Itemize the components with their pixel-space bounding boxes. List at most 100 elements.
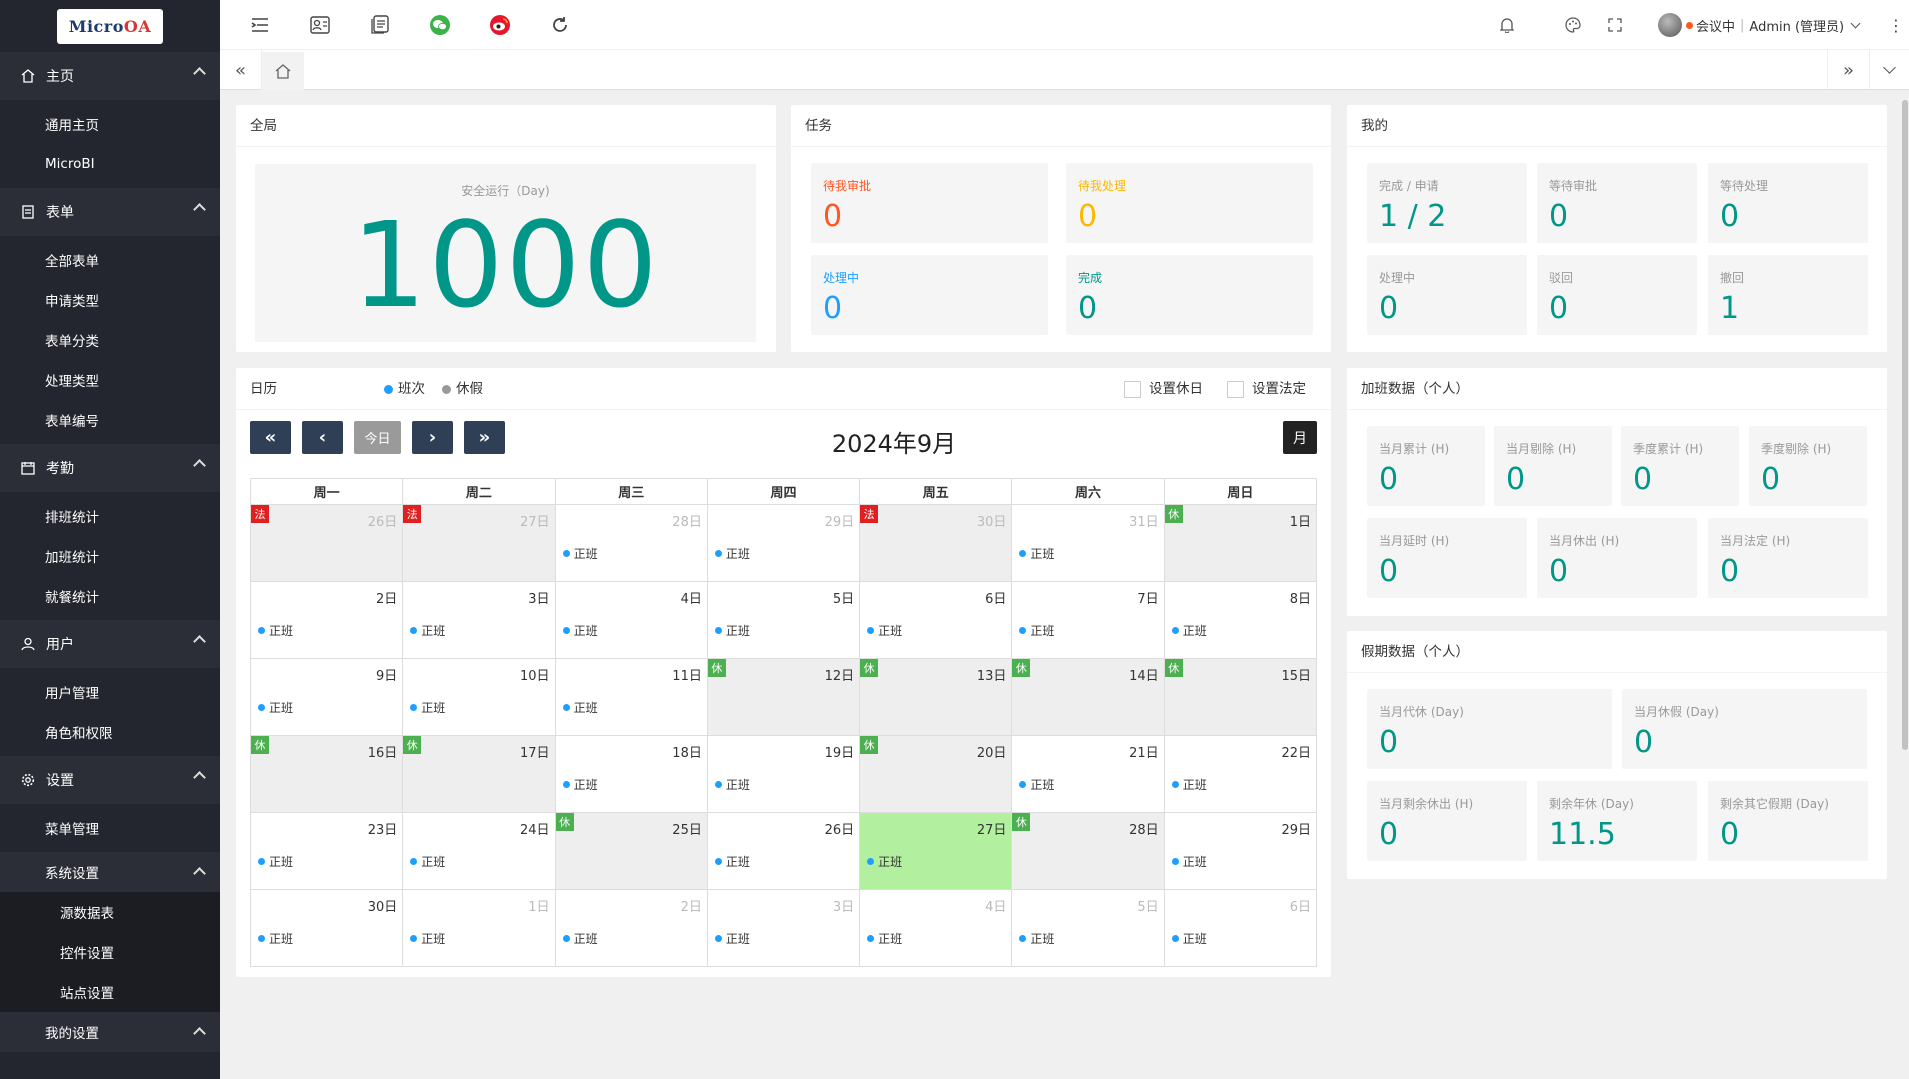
calendar-day-cell[interactable]: 26日 正班	[706, 812, 861, 890]
next-year-button[interactable]: »	[464, 421, 505, 454]
sidebar-item[interactable]: 申请类型	[0, 280, 220, 320]
calendar-day-cell[interactable]: 9日 正班	[249, 658, 404, 736]
task-stat-done[interactable]: 完成 0	[1066, 255, 1313, 335]
shift-event[interactable]: 正班	[258, 853, 293, 870]
sidebar-item[interactable]: 菜单管理	[0, 808, 220, 848]
calendar-day-cell[interactable]: 22日 正班	[1163, 735, 1318, 813]
tabs-scroll-left-icon[interactable]: «	[220, 50, 262, 90]
calendar-day-cell[interactable]: 2日 正班	[554, 889, 708, 967]
leave-stat[interactable]: 剩余年休 (Day) 11.5	[1537, 781, 1697, 861]
shift-event[interactable]: 正班	[714, 622, 750, 639]
calendar-day-cell[interactable]: 8日 正班	[1163, 581, 1318, 659]
overtime-stat[interactable]: 当月剔除 (H) 0	[1494, 426, 1612, 506]
calendar-day-cell[interactable]: 法 26日	[249, 504, 404, 582]
overtime-stat[interactable]: 季度剔除 (H) 0	[1749, 426, 1867, 506]
shift-event[interactable]: 正班	[1171, 776, 1207, 793]
shift-event[interactable]: 正班	[1019, 776, 1054, 793]
sidebar-item[interactable]: 表单分类	[0, 320, 220, 360]
calendar-day-cell[interactable]: 29日 正班	[1163, 812, 1318, 890]
sidebar-item[interactable]: 全部表单	[0, 240, 220, 280]
sidebar-group-3[interactable]: 用户	[0, 620, 220, 668]
sidebar-group-4[interactable]: 设置	[0, 756, 220, 804]
month-view-button[interactable]: 月	[1283, 421, 1317, 454]
calendar-day-cell[interactable]: 6日 正班	[859, 581, 1013, 659]
shift-event[interactable]: 正班	[410, 930, 445, 947]
calendar-day-cell[interactable]: 4日 正班	[554, 581, 708, 659]
shift-event[interactable]: 正班	[1019, 622, 1054, 639]
sidebar-subitem[interactable]: 站点设置	[0, 972, 220, 1012]
shift-event[interactable]: 正班	[1171, 853, 1207, 870]
shift-event[interactable]: 正班	[714, 853, 750, 870]
shift-event[interactable]: 正班	[1019, 930, 1054, 947]
sidebar-item[interactable]: 表单编号	[0, 400, 220, 440]
shift-event[interactable]: 正班	[1019, 545, 1054, 562]
page-scrollbar[interactable]	[1900, 90, 1909, 1079]
prev-year-button[interactable]: «	[250, 421, 291, 454]
bell-icon[interactable]	[1495, 13, 1519, 37]
sidebar-item[interactable]: 用户管理	[0, 672, 220, 712]
overtime-stat[interactable]: 季度累计 (H) 0	[1621, 426, 1739, 506]
sidebar-item[interactable]: 加班统计	[0, 536, 220, 576]
calendar-day-cell[interactable]: 30日 正班	[249, 889, 404, 967]
shift-event[interactable]: 正班	[562, 699, 598, 716]
scrollbar-thumb[interactable]	[1902, 100, 1908, 750]
overtime-stat[interactable]: 当月休出 (H) 0	[1537, 518, 1697, 598]
calendar-day-cell[interactable]: 休 28日	[1011, 812, 1165, 890]
calendar-day-cell[interactable]: 法 30日	[859, 504, 1013, 582]
calendar-day-cell[interactable]: 28日 正班	[554, 504, 708, 582]
shift-event[interactable]: 正班	[410, 699, 445, 716]
calendar-day-cell[interactable]: 3日 正班	[402, 581, 556, 659]
calendar-day-cell[interactable]: 休 1日	[1163, 504, 1318, 582]
calendar-day-cell[interactable]: 休 12日	[706, 658, 861, 736]
calendar-day-cell[interactable]: 1日 正班	[402, 889, 556, 967]
calendar-day-cell[interactable]: 10日 正班	[402, 658, 556, 736]
calendar-day-cell[interactable]: 休 13日	[859, 658, 1013, 736]
sidebar-item[interactable]: 排班统计	[0, 496, 220, 536]
calendar-day-cell[interactable]: 5日 正班	[706, 581, 861, 659]
calendar-day-cell[interactable]: 18日 正班	[554, 735, 708, 813]
app-logo[interactable]: MicroOA	[56, 8, 164, 44]
weibo-icon[interactable]	[488, 13, 512, 37]
tab-home[interactable]	[262, 50, 304, 90]
mine-stat[interactable]: 撤回 1	[1708, 255, 1868, 335]
mine-stat[interactable]: 完成 / 申请 1 / 2	[1367, 163, 1527, 243]
tabs-menu-icon[interactable]	[1869, 50, 1909, 90]
next-month-button[interactable]: ›	[412, 421, 453, 454]
calendar-day-cell[interactable]: 休 15日	[1163, 658, 1318, 736]
mine-stat[interactable]: 等待审批 0	[1537, 163, 1697, 243]
shift-event[interactable]: 正班	[867, 853, 902, 870]
shift-event[interactable]: 正班	[562, 776, 598, 793]
refresh-icon[interactable]	[548, 13, 572, 37]
contacts-icon[interactable]	[308, 13, 332, 37]
shift-event[interactable]: 正班	[258, 930, 293, 947]
overtime-stat[interactable]: 当月累计 (H) 0	[1367, 426, 1485, 506]
sidebar-group-2[interactable]: 考勤	[0, 444, 220, 492]
wechat-icon[interactable]	[428, 13, 452, 37]
overtime-stat[interactable]: 当月延时 (H) 0	[1367, 518, 1527, 598]
calendar-day-cell[interactable]: 23日 正班	[249, 812, 404, 890]
sidebar-group-1[interactable]: 表单	[0, 188, 220, 236]
calendar-day-cell[interactable]: 5日 正班	[1011, 889, 1165, 967]
calendar-day-cell[interactable]: 7日 正班	[1011, 581, 1165, 659]
calendar-day-cell[interactable]: 19日 正班	[706, 735, 861, 813]
leave-stat[interactable]: 当月剩余休出 (H) 0	[1367, 781, 1527, 861]
calendar-day-cell[interactable]: 法 27日	[402, 504, 556, 582]
shift-event[interactable]: 正班	[867, 622, 902, 639]
shift-event[interactable]: 正班	[562, 930, 598, 947]
leave-stat[interactable]: 当月休假 (Day) 0	[1622, 689, 1867, 769]
theme-icon[interactable]	[1561, 13, 1585, 37]
shift-event[interactable]: 正班	[1171, 930, 1207, 947]
calendar-day-cell[interactable]: 2日 正班	[249, 581, 404, 659]
shift-event[interactable]: 正班	[867, 930, 902, 947]
fullscreen-icon[interactable]	[1603, 13, 1627, 37]
shift-event[interactable]: 正班	[714, 776, 750, 793]
overtime-stat[interactable]: 当月法定 (H) 0	[1708, 518, 1868, 598]
mine-stat[interactable]: 等待处理 0	[1708, 163, 1868, 243]
shift-event[interactable]: 正班	[714, 930, 750, 947]
sidebar-subitem[interactable]: 控件设置	[0, 932, 220, 972]
shift-event[interactable]: 正班	[258, 622, 293, 639]
shift-event[interactable]: 正班	[258, 699, 293, 716]
sidebar-item[interactable]: 处理类型	[0, 360, 220, 400]
calendar-day-cell[interactable]: 3日 正班	[706, 889, 861, 967]
set-legal-checkbox[interactable]: 设置法定	[1227, 368, 1306, 410]
